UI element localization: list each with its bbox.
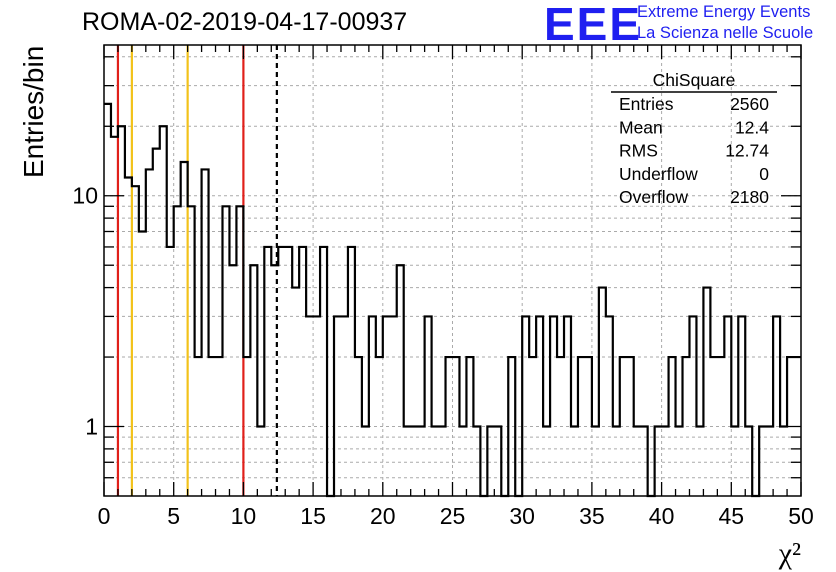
stats-title: ChiSquare — [653, 70, 736, 90]
stats-row-label: Entries — [619, 94, 674, 114]
stats-row-label: Overflow — [619, 187, 688, 207]
stats-row-value: 12.4 — [735, 117, 769, 137]
stats-rows: Entries 2560 Mean 12.4 RMS 12.74 Underflow 0 Ove… — [619, 94, 769, 207]
x-tick-label: 50 — [788, 503, 814, 529]
stats-box: ChiSquare Entries 2560 Mean 12.4 RMS 12.74 Und… — [611, 70, 777, 207]
eee-logo: EEE — [544, 0, 643, 50]
x-tick-label: 0 — [98, 503, 111, 529]
histogram-outline — [104, 102, 801, 498]
x-tick-label: 45 — [719, 503, 745, 529]
y-axis-label: Entries/bin — [18, 46, 49, 178]
ticks-layer — [103, 45, 802, 496]
stats-row-value: 12.74 — [725, 141, 769, 161]
reference-lines-layer — [116, 45, 278, 496]
x-axis-label: χ² — [778, 537, 801, 570]
x-tick-label: 5 — [167, 503, 180, 529]
x-tick-label: 15 — [300, 503, 326, 529]
y-tick-label: 10 — [72, 183, 98, 209]
tick-labels-layer: 0 5 10 15 20 25 30 35 40 45 50 1 10 — [72, 183, 813, 529]
page-title: ROMA-02-2019-04-17-00937 — [82, 8, 408, 36]
x-tick-label: 20 — [370, 503, 396, 529]
stats-row-value: 2560 — [730, 94, 769, 114]
stats-row-value: 2180 — [730, 187, 769, 207]
logo-caption-1: Extreme Energy Events — [637, 3, 811, 21]
stats-row-value: 0 — [759, 164, 769, 184]
x-tick-label: 30 — [509, 503, 535, 529]
stats-row-label: RMS — [619, 141, 658, 161]
y-tick-label: 1 — [85, 414, 98, 440]
stats-row-label: Mean — [619, 117, 663, 137]
x-tick-label: 40 — [649, 503, 675, 529]
logo-caption-2: La Scienza nelle Scuole — [637, 24, 814, 42]
x-tick-label: 10 — [231, 503, 257, 529]
x-tick-label: 25 — [440, 503, 466, 529]
stats-row-label: Underflow — [619, 164, 698, 184]
x-tick-label: 35 — [579, 503, 605, 529]
